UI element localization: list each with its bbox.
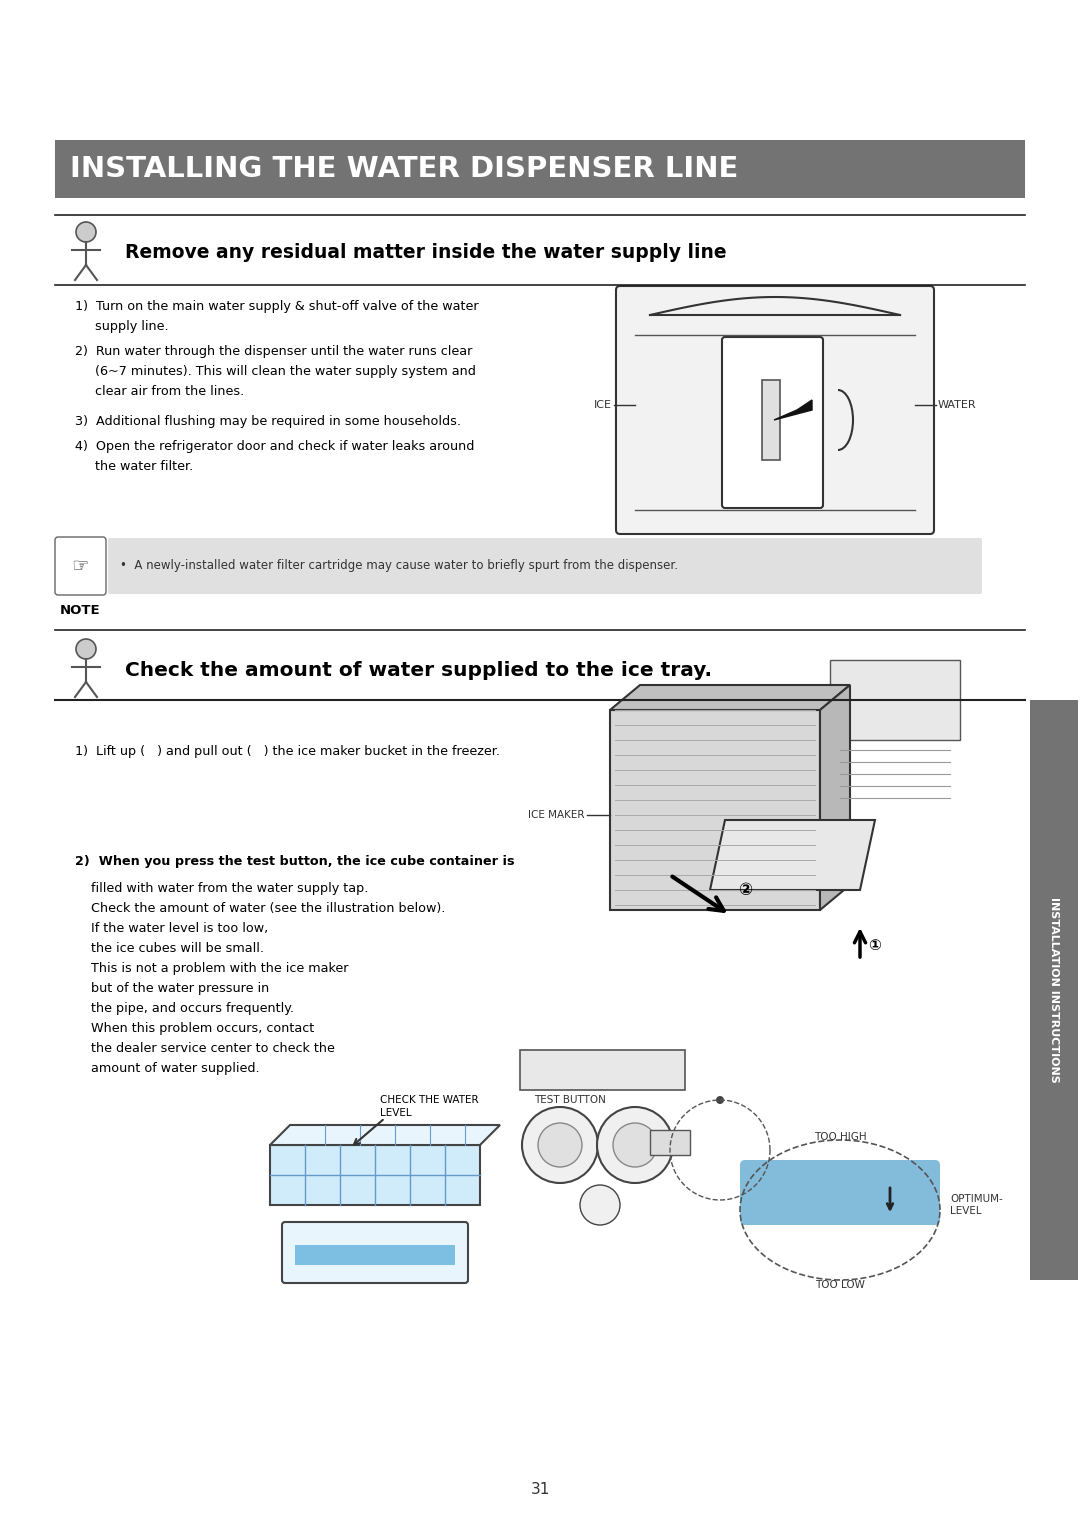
Circle shape [597, 1106, 673, 1183]
FancyBboxPatch shape [740, 1160, 940, 1225]
Text: the ice cubes will be small.: the ice cubes will be small. [75, 941, 264, 955]
FancyBboxPatch shape [616, 286, 934, 533]
Circle shape [613, 1123, 657, 1167]
Text: filled with water from the water supply tap.: filled with water from the water supply … [75, 882, 368, 895]
Text: WATER: WATER [939, 400, 976, 410]
Text: TOO HIGH: TOO HIGH [813, 1132, 866, 1141]
Text: 4)  Open the refrigerator door and check if water leaks around: 4) Open the refrigerator door and check … [75, 440, 474, 452]
Text: 1)  Lift up (   ) and pull out (   ) the ice maker bucket in the freezer.: 1) Lift up ( ) and pull out ( ) the ice … [75, 746, 500, 758]
FancyBboxPatch shape [57, 220, 114, 280]
Polygon shape [710, 821, 875, 889]
FancyBboxPatch shape [295, 1245, 455, 1265]
FancyBboxPatch shape [57, 637, 114, 697]
Text: Check the amount of water (see the illustration below).: Check the amount of water (see the illus… [75, 902, 445, 915]
Text: ②: ② [738, 882, 752, 898]
Text: •  A newly-installed water filter cartridge may cause water to briefly spurt fro: • A newly-installed water filter cartrid… [120, 559, 678, 573]
Text: the pipe, and occurs frequently.: the pipe, and occurs frequently. [75, 1002, 294, 1015]
FancyBboxPatch shape [762, 380, 780, 460]
Text: When this problem occurs, contact: When this problem occurs, contact [75, 1022, 314, 1034]
Text: This is not a problem with the ice maker: This is not a problem with the ice maker [75, 963, 349, 975]
FancyBboxPatch shape [723, 338, 823, 507]
FancyBboxPatch shape [831, 660, 960, 740]
Text: NOTE: NOTE [59, 604, 100, 616]
Polygon shape [820, 685, 850, 911]
Text: TEST BUTTON: TEST BUTTON [535, 1096, 606, 1105]
Text: clear air from the lines.: clear air from the lines. [75, 385, 244, 397]
Circle shape [76, 222, 96, 241]
Text: amount of water supplied.: amount of water supplied. [75, 1062, 259, 1076]
Text: INSTALLATION INSTRUCTIONS: INSTALLATION INSTRUCTIONS [1049, 897, 1059, 1083]
Text: TOO LOW: TOO LOW [815, 1280, 865, 1290]
Text: 1)  Turn on the main water supply & shut-off valve of the water: 1) Turn on the main water supply & shut-… [75, 299, 478, 313]
FancyBboxPatch shape [55, 536, 106, 594]
FancyBboxPatch shape [519, 1050, 685, 1089]
Text: 2)  Run water through the dispenser until the water runs clear: 2) Run water through the dispenser until… [75, 345, 472, 358]
FancyBboxPatch shape [1030, 700, 1078, 1280]
Text: If the water level is too low,: If the water level is too low, [75, 921, 268, 935]
FancyBboxPatch shape [55, 141, 1025, 199]
FancyBboxPatch shape [108, 538, 982, 594]
FancyBboxPatch shape [282, 1222, 468, 1284]
Polygon shape [270, 1125, 500, 1144]
Circle shape [522, 1106, 598, 1183]
Polygon shape [270, 1144, 480, 1206]
Polygon shape [610, 685, 850, 711]
Text: Check the amount of water supplied to the ice tray.: Check the amount of water supplied to th… [125, 660, 712, 680]
Text: the water filter.: the water filter. [75, 460, 193, 474]
FancyBboxPatch shape [650, 1131, 690, 1155]
FancyBboxPatch shape [610, 711, 820, 911]
Circle shape [716, 1096, 724, 1105]
Text: (6~7 minutes). This will clean the water supply system and: (6~7 minutes). This will clean the water… [75, 365, 476, 377]
Text: INSTALLING THE WATER DISPENSER LINE: INSTALLING THE WATER DISPENSER LINE [70, 154, 739, 183]
Text: ICE MAKER: ICE MAKER [528, 810, 585, 821]
Text: ICE: ICE [594, 400, 612, 410]
Text: 2)  When you press the test button, the ice cube container is: 2) When you press the test button, the i… [75, 856, 514, 868]
Circle shape [580, 1186, 620, 1225]
Text: the dealer service center to check the: the dealer service center to check the [75, 1042, 335, 1054]
Text: ①: ① [868, 938, 881, 952]
Circle shape [76, 639, 96, 659]
Text: 31: 31 [530, 1482, 550, 1497]
Text: 3)  Additional flushing may be required in some households.: 3) Additional flushing may be required i… [75, 416, 461, 428]
Text: OPTIMUM-
LEVEL: OPTIMUM- LEVEL [950, 1193, 1002, 1216]
Circle shape [538, 1123, 582, 1167]
Text: supply line.: supply line. [75, 319, 168, 333]
Polygon shape [774, 400, 812, 420]
Text: CHECK THE WATER
LEVEL: CHECK THE WATER LEVEL [380, 1096, 478, 1118]
Text: but of the water pressure in: but of the water pressure in [75, 983, 269, 995]
Text: Remove any residual matter inside the water supply line: Remove any residual matter inside the wa… [125, 243, 727, 263]
Text: ☞: ☞ [71, 556, 89, 576]
